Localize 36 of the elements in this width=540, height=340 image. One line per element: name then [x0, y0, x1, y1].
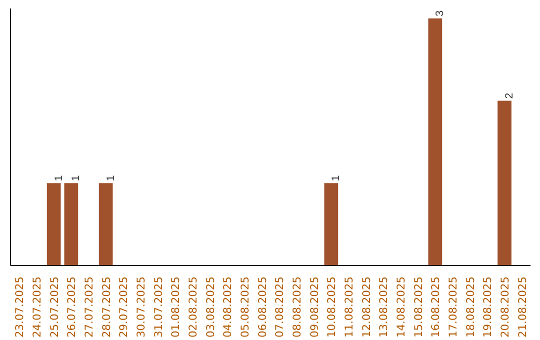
x-tick-label: 19.08.2025 [481, 276, 494, 338]
data-label: 3 [434, 10, 446, 16]
x-tick-label: 10.08.2025 [325, 276, 338, 338]
x-tick-label: 21.08.2025 [516, 276, 529, 338]
data-label: 1 [52, 175, 65, 182]
x-tick-label: 08.08.2025 [290, 276, 304, 338]
x-tick-label: 16.08.2025 [429, 276, 442, 338]
x-tick-label: 14.08.2025 [394, 276, 408, 338]
x-tick-label: 04.08.2025 [221, 276, 234, 338]
x-tick-label: 11.08.2025 [342, 276, 356, 338]
data-label: 1 [70, 175, 82, 182]
x-tick-label: 17.08.2025 [446, 276, 460, 338]
x-tick-label: 20.08.2025 [498, 276, 512, 338]
x-tick-label: 01.08.2025 [169, 276, 182, 338]
x-tick-label: 31.07.2025 [152, 276, 165, 338]
x-tick-label: 28.07.2025 [100, 276, 113, 338]
x-tick-label: 18.08.2025 [464, 276, 477, 338]
x-tick-label: 05.08.2025 [238, 276, 252, 338]
data-label: 1 [104, 175, 117, 182]
x-tick-label: 13.08.2025 [377, 276, 390, 338]
x-tick-label: 30.07.2025 [134, 276, 148, 338]
x-tick-label: 09.08.2025 [308, 276, 321, 338]
x-tick-label: 29.07.2025 [117, 276, 130, 338]
x-tick-label: 12.08.2025 [360, 276, 373, 338]
x-tick-label: 15.08.2025 [412, 276, 425, 338]
x-tick-label: 02.08.2025 [186, 276, 200, 338]
x-tick-label: 03.08.2025 [204, 276, 217, 338]
x-tick-label: 27.07.2025 [82, 276, 96, 338]
x-tick-label: 06.08.2025 [256, 276, 269, 338]
x-tick-label: 24.07.2025 [30, 276, 44, 338]
x-tick-label: 23.07.2025 [13, 276, 26, 338]
x-tick-label: 25.07.2025 [48, 276, 61, 338]
data-label: 2 [504, 92, 516, 99]
data-label: 1 [330, 175, 342, 182]
x-tick-label: 26.07.2025 [65, 276, 78, 338]
x-tick-label: 07.08.2025 [273, 276, 286, 338]
